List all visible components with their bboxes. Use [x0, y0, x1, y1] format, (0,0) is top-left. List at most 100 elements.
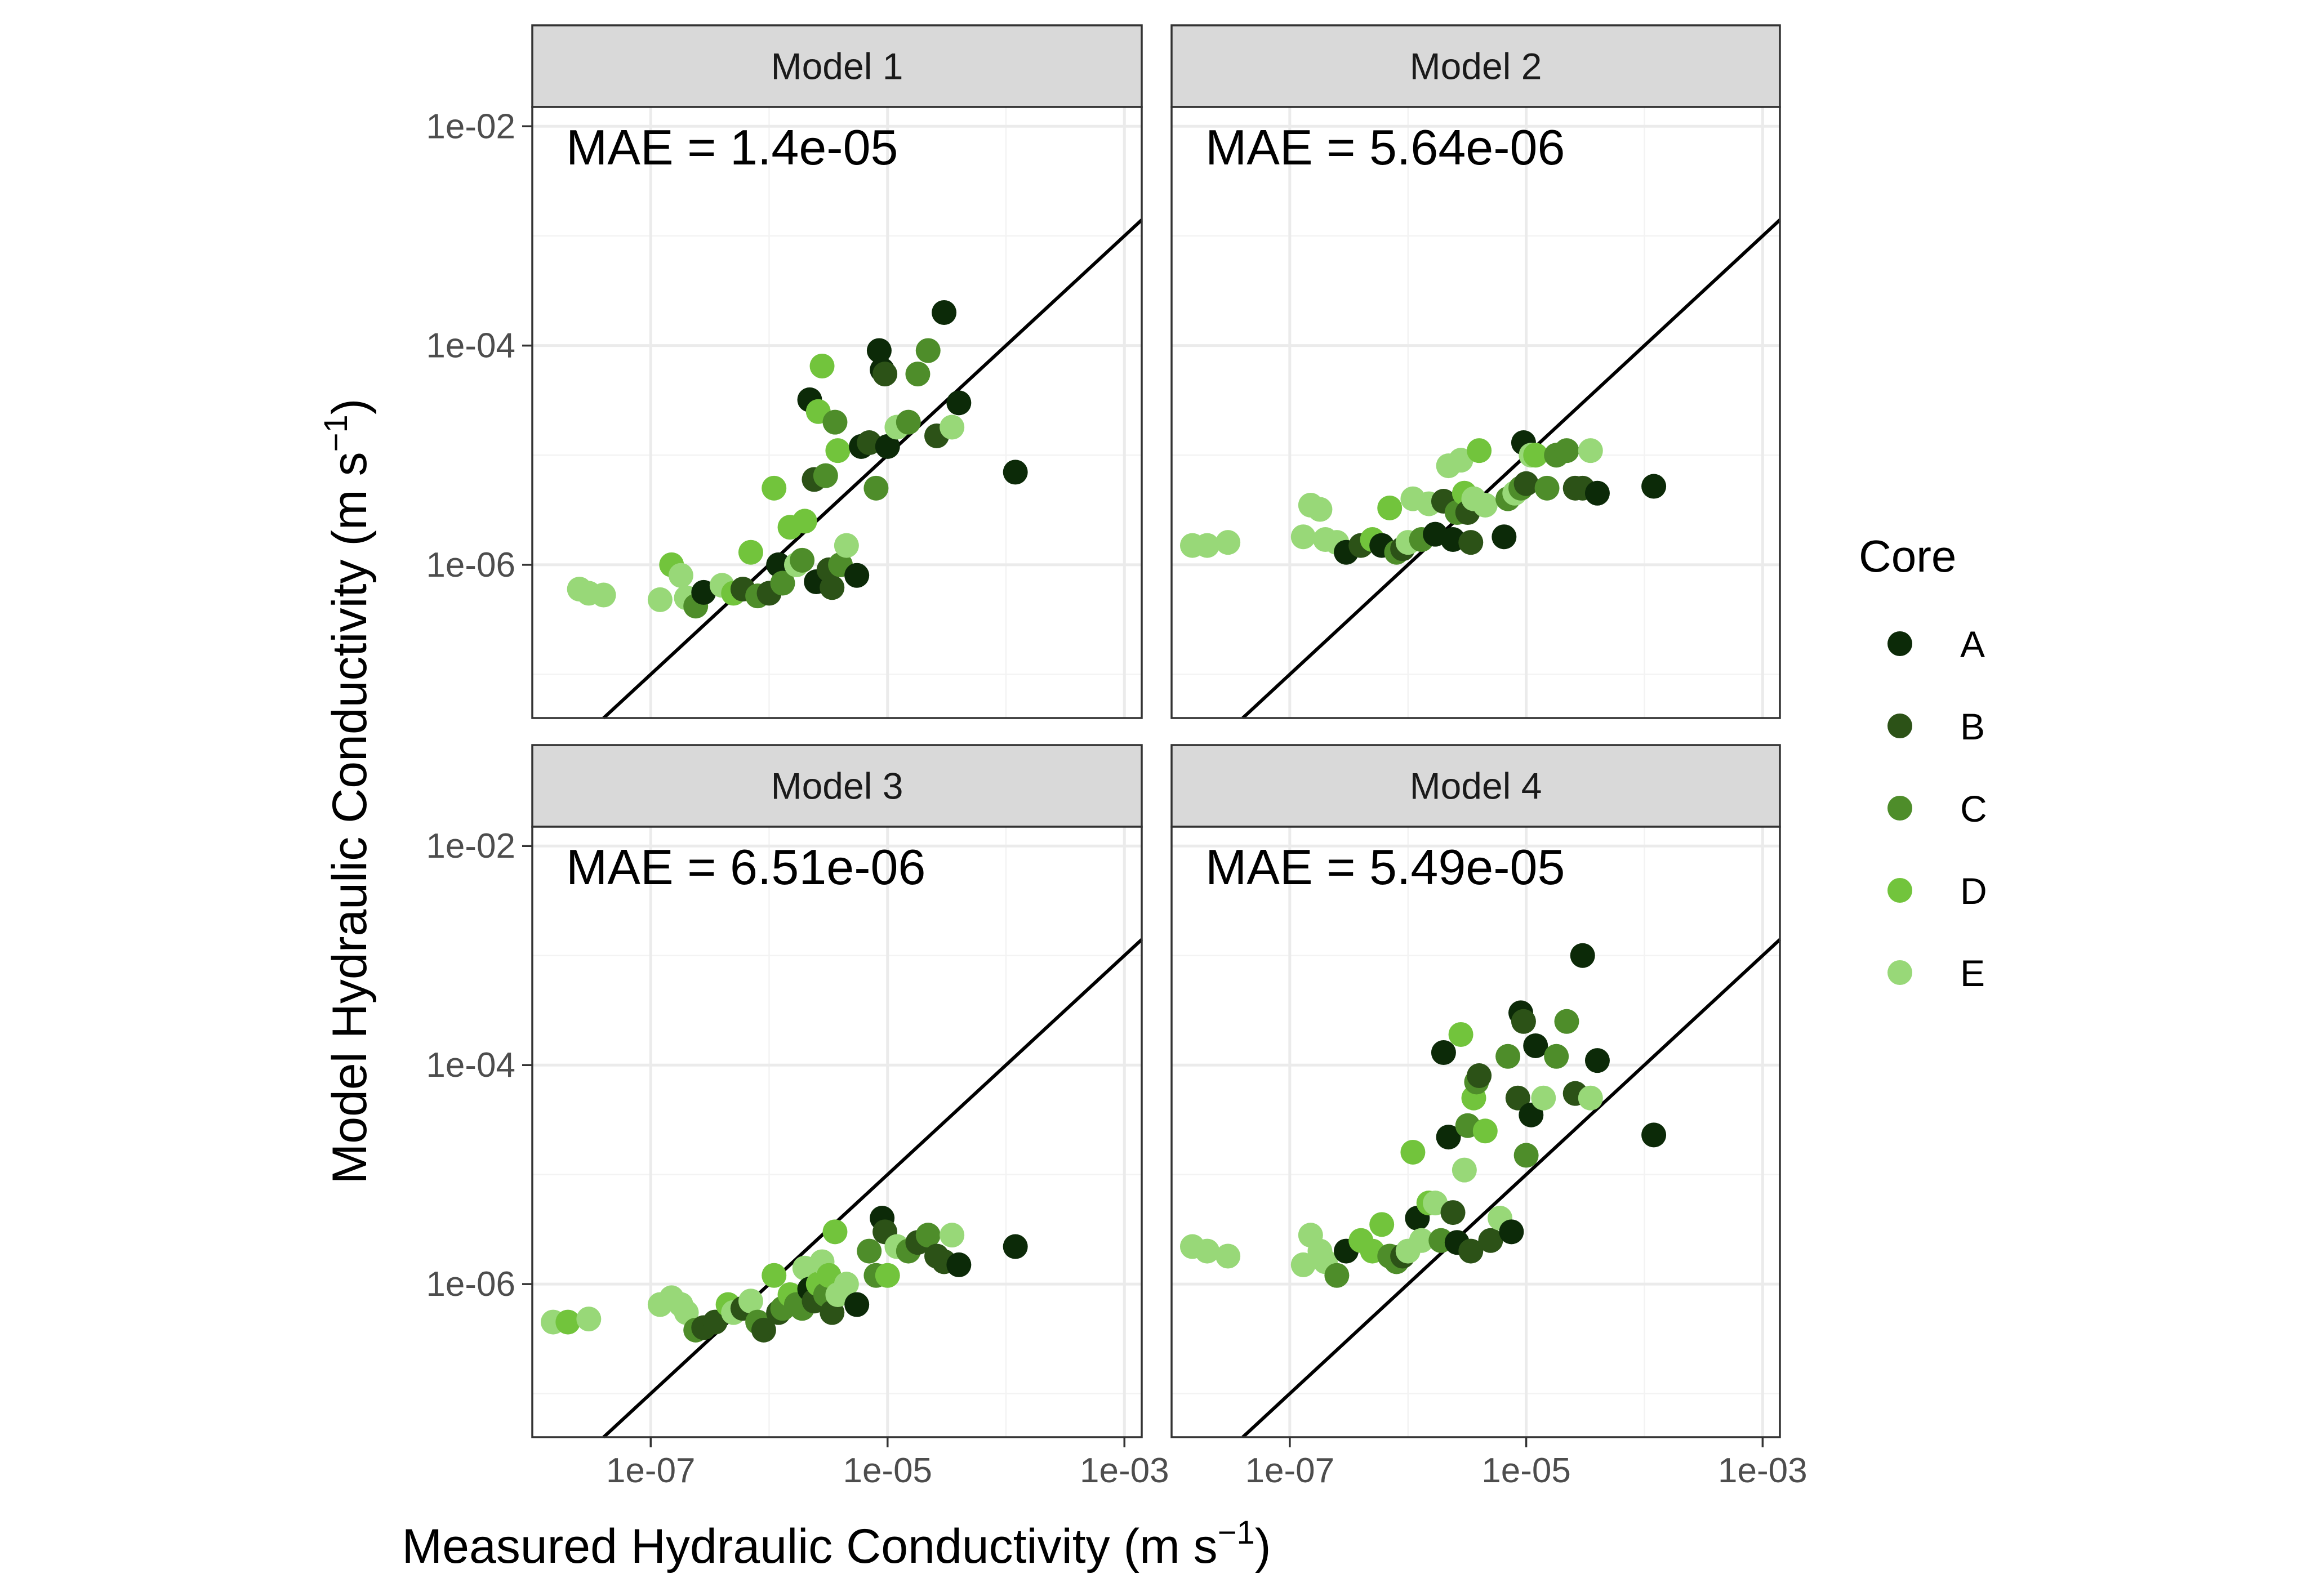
y-tick-label: 1e-02 [426, 827, 515, 866]
data-point-core-b [872, 362, 898, 387]
panel-model-4: Model 4 MAE = 5.49e-05 [1170, 744, 1782, 1439]
strip-title-model-3: Model 3 [771, 765, 903, 807]
strip-title-model-1: Model 1 [771, 46, 903, 87]
data-point-core-e [1452, 1157, 1477, 1183]
data-point-core-e [591, 582, 616, 608]
data-point-core-c [1513, 1143, 1539, 1168]
strip-model-2 [1170, 24, 1781, 108]
data-point-core-d [1400, 1139, 1426, 1165]
data-point-core-a [1492, 524, 1517, 550]
legend-label-core-d: D [1960, 870, 1987, 912]
x-axis-title: Measured Hydraulic Conductivity (m s−1) [402, 1514, 1271, 1573]
data-point-core-d [1369, 1212, 1395, 1237]
data-point-core-b [1478, 1228, 1503, 1253]
x-tick-label: 1e-03 [1080, 1451, 1169, 1490]
data-point-core-a [1499, 1219, 1524, 1245]
x-tick-label: 1e-07 [1245, 1451, 1335, 1490]
data-point-core-e [576, 1307, 602, 1332]
x-tick-label: 1e-05 [843, 1451, 932, 1490]
data-point-core-c [1554, 1009, 1579, 1034]
data-point-core-c [857, 1238, 882, 1264]
legend-key-core-e [1887, 960, 1912, 985]
x-axis-title-main: Measured Hydraulic Conductivity (m s [402, 1519, 1218, 1573]
data-point-core-a [875, 434, 900, 459]
data-point-core-d [738, 540, 763, 565]
strip-model-3 [531, 744, 1143, 828]
data-point-core-e [1195, 1238, 1220, 1264]
strip-title-model-4: Model 4 [1410, 765, 1542, 807]
panel-background-model-3 [532, 827, 1142, 1437]
y-tick-label: 1e-04 [426, 1046, 515, 1085]
mae-annotation-model-4: MAE = 5.49e-05 [1205, 839, 1565, 895]
identity-line-model-2 [1241, 219, 1782, 720]
data-point-core-e [834, 1272, 859, 1297]
data-point-core-c [813, 463, 838, 488]
data-point-core-e [1578, 1085, 1603, 1111]
legend-label-core-e: E [1960, 952, 1985, 994]
data-point-core-d [875, 1263, 900, 1288]
data-point-core-b [1458, 1238, 1484, 1264]
panel-border-model-4 [1170, 826, 1781, 1438]
y-axis-title-superscript: −1 [318, 414, 354, 452]
plot-area-model-1 [531, 107, 1143, 720]
data-point-core-a [946, 1252, 972, 1277]
data-point-core-e [1448, 448, 1473, 473]
data-point-core-b [1440, 1200, 1466, 1225]
data-point-core-a [844, 563, 870, 588]
y-tick-label: 1e-06 [426, 546, 515, 585]
data-point-core-b [1513, 471, 1539, 496]
data-point-core-d [762, 1263, 787, 1288]
legend-key-core-a [1887, 631, 1912, 656]
data-point-core-c [896, 409, 921, 435]
identity-line-model-1 [602, 219, 1143, 720]
data-point-core-d [1467, 438, 1492, 463]
data-point-core-c [1534, 475, 1560, 501]
strip-title-model-2: Model 2 [1410, 46, 1542, 87]
x-tick-label: 1e-05 [1481, 1451, 1571, 1490]
data-point-core-e [940, 1223, 965, 1248]
data-point-core-b [1511, 1009, 1536, 1034]
data-point-core-b [820, 575, 845, 600]
y-axis-bottom-row: 1e-06 1e-04 1e-02 [426, 827, 532, 1304]
panel-border-model-3 [531, 826, 1143, 1438]
data-point-core-a [932, 300, 957, 325]
data-point-core-b [1467, 1063, 1492, 1089]
data-point-core-d [762, 475, 787, 501]
data-point-core-a [1519, 1102, 1544, 1127]
y-tick-label: 1e-04 [426, 327, 515, 365]
x-axis-right-column: 1e-07 1e-05 1e-03 [1245, 1437, 1808, 1490]
data-point-core-e [647, 587, 673, 612]
data-point-core-a [844, 1292, 870, 1317]
data-point-core-a [1641, 474, 1667, 499]
strip-model-1 [531, 24, 1143, 108]
data-point-core-e [1216, 530, 1241, 555]
identity-line-model-4 [1241, 938, 1782, 1439]
data-point-core-e [1531, 1085, 1556, 1111]
data-point-core-c [1544, 1044, 1569, 1069]
legend-key-core-d [1887, 878, 1912, 903]
x-axis-title-superscript: −1 [1218, 1514, 1255, 1551]
data-point-core-c [822, 409, 848, 435]
data-point-core-e [1195, 533, 1220, 558]
data-point-core-b [1505, 1085, 1530, 1111]
data-point-core-b [751, 1317, 776, 1343]
data-point-core-d [1448, 1022, 1473, 1047]
data-point-core-a [1523, 1033, 1548, 1058]
data-point-core-e [1409, 1228, 1434, 1253]
x-tick-label: 1e-07 [606, 1451, 696, 1490]
data-point-core-d [809, 353, 835, 378]
mae-annotation-model-1: MAE = 1.4e-05 [566, 119, 898, 175]
data-point-core-d [1523, 443, 1548, 468]
data-point-core-a [1003, 1234, 1028, 1259]
data-point-core-c [1324, 1263, 1350, 1288]
y-axis-top-row: 1e-06 1e-04 1e-02 [426, 107, 532, 585]
x-axis-left-column: 1e-07 1e-05 1e-03 [606, 1437, 1169, 1490]
data-point-core-d [825, 438, 851, 463]
mae-annotation-model-2: MAE = 5.64e-06 [1205, 119, 1565, 175]
data-point-core-a [1570, 943, 1595, 968]
data-point-core-c [790, 547, 815, 573]
plot-area-model-4 [1170, 827, 1782, 1439]
y-axis-title-end: ) [323, 399, 377, 415]
